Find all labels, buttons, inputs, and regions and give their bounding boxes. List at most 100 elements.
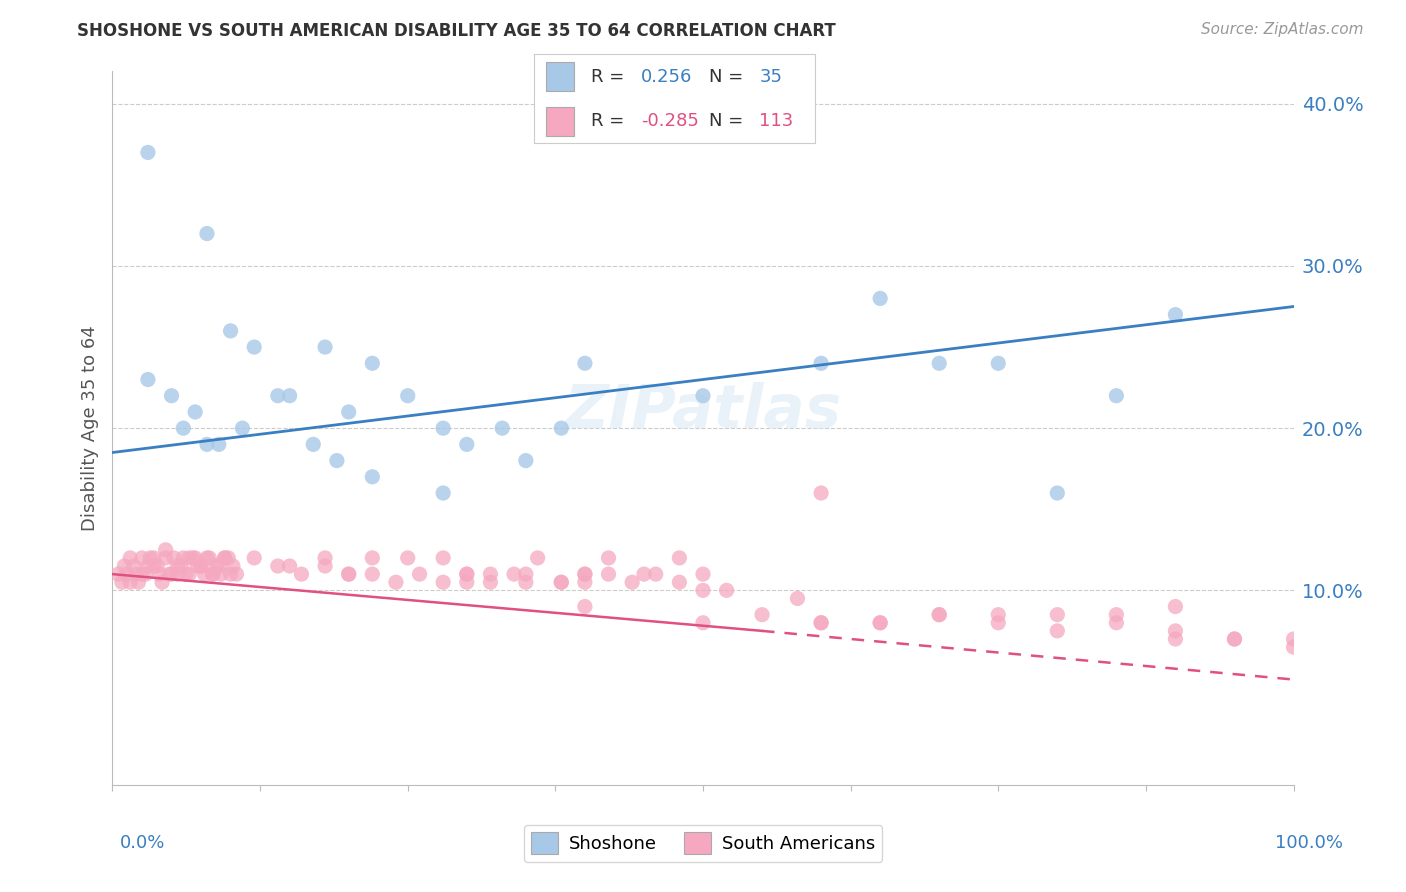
Point — [574, 567, 596, 582]
Point — [190, 559, 212, 574]
Point — [1164, 599, 1187, 614]
Y-axis label: Disability Age 35 to 64: Disability Age 35 to 64 — [80, 326, 98, 531]
Point — [987, 607, 1010, 622]
Point — [633, 567, 655, 582]
Point — [751, 607, 773, 622]
Point — [1046, 486, 1069, 500]
Point — [155, 542, 177, 557]
Point — [869, 292, 891, 306]
Point — [314, 340, 336, 354]
Point — [131, 567, 153, 582]
Point — [174, 567, 197, 582]
Point — [131, 550, 153, 565]
Point — [987, 356, 1010, 370]
Point — [214, 550, 236, 565]
Point — [201, 567, 224, 582]
Point — [515, 453, 537, 467]
Point — [1046, 624, 1069, 638]
Point — [574, 575, 596, 590]
Point — [456, 567, 478, 582]
Point — [122, 559, 145, 574]
Point — [337, 567, 360, 582]
Point — [1164, 632, 1187, 646]
Point — [225, 567, 247, 582]
Point — [1105, 615, 1128, 630]
Point — [503, 567, 526, 582]
Point — [184, 405, 207, 419]
Point — [574, 356, 596, 370]
Point — [396, 389, 419, 403]
Point — [155, 550, 177, 565]
Point — [163, 550, 186, 565]
Point — [231, 421, 253, 435]
Point — [115, 567, 138, 582]
FancyBboxPatch shape — [546, 107, 574, 136]
Point — [172, 421, 194, 435]
Point — [385, 575, 408, 590]
Point — [181, 550, 204, 565]
Point — [112, 559, 135, 574]
Point — [205, 559, 228, 574]
Point — [574, 567, 596, 582]
Point — [111, 575, 134, 590]
Point — [432, 550, 454, 565]
Point — [290, 567, 312, 582]
Point — [142, 550, 165, 565]
Point — [160, 567, 183, 582]
Point — [136, 559, 159, 574]
Point — [222, 559, 245, 574]
Point — [644, 567, 666, 582]
Point — [302, 437, 325, 451]
Point — [1223, 632, 1246, 646]
Point — [194, 567, 217, 582]
Point — [139, 550, 162, 565]
Point — [337, 405, 360, 419]
Point — [136, 145, 159, 160]
Point — [692, 389, 714, 403]
Text: Source: ZipAtlas.com: Source: ZipAtlas.com — [1201, 22, 1364, 37]
Point — [810, 486, 832, 500]
Point — [786, 591, 808, 606]
Point — [869, 615, 891, 630]
Point — [243, 340, 266, 354]
Point — [314, 550, 336, 565]
Point — [195, 437, 218, 451]
Point — [107, 567, 129, 582]
Point — [1105, 389, 1128, 403]
Point — [550, 421, 572, 435]
Point — [432, 486, 454, 500]
Point — [574, 599, 596, 614]
Point — [314, 559, 336, 574]
Point — [515, 575, 537, 590]
Point — [157, 567, 180, 582]
Point — [361, 356, 384, 370]
Text: 0.0%: 0.0% — [120, 834, 165, 852]
Point — [491, 421, 513, 435]
Point — [1164, 308, 1187, 322]
Point — [186, 559, 208, 574]
Text: 100.0%: 100.0% — [1275, 834, 1343, 852]
Point — [127, 575, 149, 590]
Point — [928, 607, 950, 622]
Point — [810, 615, 832, 630]
Point — [716, 583, 738, 598]
Text: ZIPatlas: ZIPatlas — [564, 383, 842, 442]
Point — [668, 575, 690, 590]
Point — [243, 550, 266, 565]
Point — [120, 575, 142, 590]
Point — [810, 356, 832, 370]
Point — [1282, 640, 1305, 654]
Text: SHOSHONE VS SOUTH AMERICAN DISABILITY AGE 35 TO 64 CORRELATION CHART: SHOSHONE VS SOUTH AMERICAN DISABILITY AG… — [77, 22, 837, 40]
Point — [869, 615, 891, 630]
Point — [396, 550, 419, 565]
Point — [208, 559, 231, 574]
Point — [209, 567, 232, 582]
Point — [515, 567, 537, 582]
Point — [146, 559, 169, 574]
Point — [987, 615, 1010, 630]
Point — [928, 356, 950, 370]
Point — [150, 575, 173, 590]
Point — [1105, 607, 1128, 622]
Point — [1223, 632, 1246, 646]
Point — [408, 567, 430, 582]
